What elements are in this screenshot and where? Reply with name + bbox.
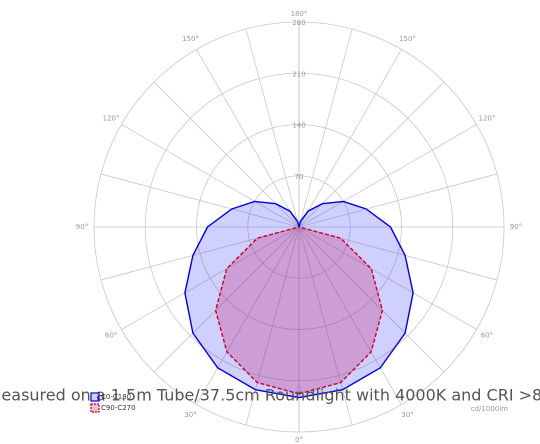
chart-title: Measured on a 1.5m Tube/37.5cm Roundligh…: [0, 386, 540, 405]
r-tick-label: 70: [295, 173, 304, 181]
plot: [184, 200, 414, 399]
grid-spoke: [121, 124, 300, 228]
series-area: [215, 227, 299, 394]
angle-tick-label: 90°: [510, 223, 522, 231]
series-line: [214, 226, 300, 395]
r-tick-label: 280: [292, 19, 305, 27]
grid-spoke: [298, 226, 402, 405]
series-area: [299, 201, 414, 398]
grid-spoke: [298, 226, 477, 330]
series-area: [184, 201, 299, 398]
grid-spoke: [298, 81, 445, 228]
angle-tick-label: 30°: [184, 411, 196, 419]
grid-spoke: [298, 226, 445, 373]
grid-spoke: [298, 124, 477, 228]
series-line: [184, 200, 300, 399]
angle-tick-label: 120°: [478, 115, 495, 123]
angle-tick-label: 150°: [182, 35, 199, 43]
grid-spoke: [196, 226, 300, 405]
angle-tick-label: 60°: [105, 332, 117, 340]
legend-swatch: [90, 392, 100, 402]
grid-spoke: [121, 226, 300, 330]
angle-tick-label: 60°: [481, 332, 493, 340]
angle-tick-label: 120°: [103, 115, 120, 123]
grid-spoke: [153, 226, 300, 373]
grid-spoke: [196, 49, 300, 228]
series-line: [298, 226, 384, 395]
r-tick-label: 140: [292, 122, 305, 130]
legend-label: C90-C270: [101, 404, 136, 412]
angle-tick-label: 150°: [399, 35, 416, 43]
grid-spoke: [245, 28, 300, 228]
grid-spoke: [153, 81, 300, 228]
series-line: [298, 200, 414, 399]
grid: [93, 21, 505, 433]
r-tick-label: 210: [292, 70, 305, 78]
angle-tick-label: 90°: [76, 223, 88, 231]
unit-label: cd/1000lm: [471, 405, 508, 413]
series-area: [299, 227, 383, 394]
angle-tick-label: 0°: [295, 436, 303, 444]
grid-spoke: [298, 49, 402, 228]
grid-spoke: [298, 173, 498, 228]
angle-tick-label: 180°: [291, 10, 308, 18]
angle-tick-label: 30°: [401, 411, 413, 419]
labels: 70 140 210 280 0° 30° 30° 60° 60° 90° 90° 120° 120° 1…: [76, 10, 522, 444]
legend-swatch: [90, 403, 100, 413]
grid-spoke: [298, 28, 353, 228]
grid-spoke: [298, 226, 353, 426]
grid-spoke: [245, 226, 300, 426]
grid-spoke: [100, 173, 300, 228]
legend-label: C0-C180: [101, 393, 131, 401]
